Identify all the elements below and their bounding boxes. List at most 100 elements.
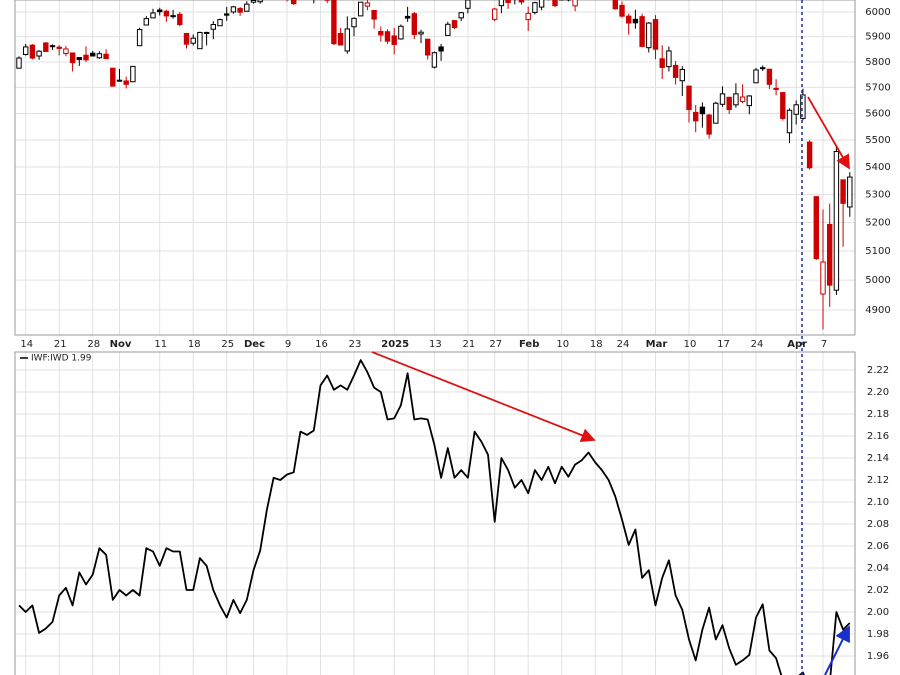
y-tick-label: 6000: [865, 7, 890, 18]
ratio-line-area: [18, 359, 851, 675]
panel-top-frame: [14, 0, 856, 336]
candle-body: [766, 68, 773, 85]
x-tick-label: 25: [221, 339, 234, 350]
arrow: [824, 625, 850, 675]
x-tick-label: Apr: [787, 339, 807, 350]
candle-body: [43, 42, 49, 52]
candle-body: [699, 106, 706, 115]
candle-body: [210, 24, 217, 30]
candle-body: [404, 15, 411, 19]
x-tick-label: 23: [349, 339, 362, 350]
candle-body: [244, 3, 250, 12]
candle-body: [49, 45, 56, 48]
candle-body: [733, 93, 739, 106]
y-tick-label: 4900: [865, 305, 890, 316]
candle-body: [123, 80, 129, 85]
y-tick-label: 5300: [865, 189, 890, 200]
candle-body: [806, 141, 813, 169]
candle-body: [183, 32, 190, 45]
candle-body: [518, 0, 525, 3]
x-tick-label: 11: [154, 339, 167, 350]
candle-body: [96, 53, 103, 59]
candle-body: [136, 28, 143, 47]
y-tick-label: 2.18: [867, 409, 889, 420]
candle-body: [63, 48, 69, 54]
x-tick-label: 21: [463, 339, 476, 350]
candle-body: [847, 176, 853, 208]
candle-body: [572, 0, 578, 7]
candle-body: [250, 0, 257, 3]
candle-body: [693, 111, 699, 122]
candle-body: [773, 87, 779, 90]
candle-body: [29, 44, 36, 59]
candle-body: [786, 109, 793, 134]
candle-body: [425, 38, 431, 56]
x-tick-label: 7: [821, 339, 827, 350]
candle-body: [827, 223, 833, 286]
candle-body: [364, 2, 371, 7]
ratio-line: [18, 359, 851, 675]
y-tick-label: 5800: [865, 57, 890, 68]
candle-body: [813, 196, 819, 260]
candle-body: [760, 67, 766, 70]
y-tick-label: 2.20: [867, 387, 889, 398]
candle-body: [505, 0, 511, 3]
candle-body: [726, 96, 732, 111]
candle-body: [56, 46, 62, 49]
candle-body: [612, 0, 618, 10]
candle-body: [713, 102, 719, 124]
candles: [16, 0, 853, 330]
y-tick-label: 2.16: [867, 431, 889, 442]
x-tick-label: Feb: [519, 339, 539, 350]
candle-body: [130, 65, 136, 83]
candle-body: [646, 22, 652, 49]
candle-body: [150, 12, 156, 19]
y-tick-label: 5100: [865, 246, 890, 257]
candle-body: [753, 69, 759, 84]
y-tick-label: 2.00: [867, 607, 889, 618]
candle-body: [793, 104, 799, 115]
candle-body: [538, 0, 545, 8]
candle-body: [157, 9, 163, 13]
y-tick-label: 2.14: [867, 453, 889, 464]
candle-body: [411, 13, 418, 35]
grid-top: [15, 0, 855, 335]
candle-body: [224, 13, 230, 16]
candle-body: [116, 79, 123, 82]
y-tick-label: 2.22: [867, 365, 889, 376]
candle-body: [532, 2, 538, 13]
y-tick-label: 5400: [865, 162, 890, 173]
x-tick-label: Nov: [110, 339, 132, 350]
candle-body: [177, 13, 183, 26]
candle-body: [230, 6, 237, 13]
candle-body: [626, 15, 632, 24]
y-tick-label: 5900: [865, 32, 890, 43]
candle-body: [458, 12, 464, 19]
candle-body: [371, 9, 377, 20]
candle-body: [438, 46, 444, 52]
y-tick-label: 2.06: [867, 541, 889, 552]
candle-body: [492, 8, 498, 20]
candle-body: [257, 0, 263, 3]
candle-body: [652, 19, 659, 50]
y-tick-label: 5700: [865, 82, 890, 93]
candle-body: [351, 17, 357, 28]
y-tick-label: 5200: [865, 217, 890, 228]
x-tick-label: 18: [188, 339, 201, 350]
candle-body: [23, 46, 29, 55]
panel-bottom-frame: [14, 351, 856, 675]
x-tick-label: 9: [285, 339, 291, 350]
candle-body: [445, 23, 451, 36]
candle-body: [237, 8, 243, 13]
candle-body: [358, 1, 364, 17]
candle-body: [666, 50, 672, 68]
candle-body: [163, 10, 170, 17]
candle-body: [498, 0, 505, 7]
candle-body: [103, 53, 109, 60]
y-tick-label: 2.04: [867, 563, 889, 574]
candle-body: [465, 0, 471, 9]
candle-body: [291, 0, 297, 5]
y-tick-label: 5600: [865, 108, 890, 119]
candle-body: [619, 4, 625, 17]
